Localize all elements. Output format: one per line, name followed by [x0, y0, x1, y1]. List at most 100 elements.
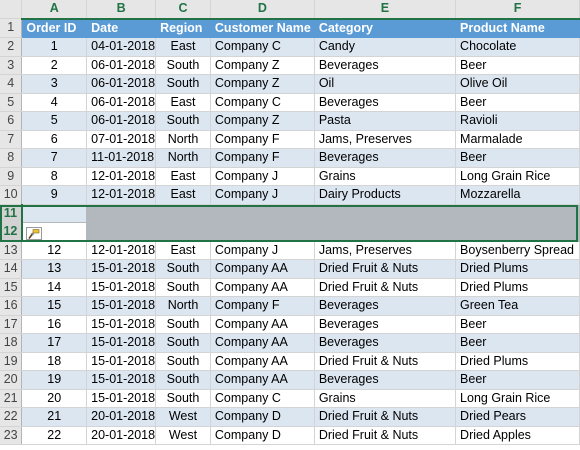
- cell-customer-name[interactable]: Company D: [210, 407, 315, 427]
- cell-product-name[interactable]: Boysenberry Spread: [455, 241, 580, 260]
- cell-product-name[interactable]: Beer: [455, 56, 580, 75]
- cell-order-id[interactable]: 22: [21, 426, 88, 445]
- cell-category[interactable]: Grains: [314, 167, 457, 186]
- cell-date[interactable]: 15-01-2018: [86, 389, 157, 408]
- cell-order-id[interactable]: 12: [21, 241, 88, 260]
- cell-region[interactable]: North: [155, 296, 211, 316]
- cell-region[interactable]: South: [155, 333, 211, 353]
- cell-category[interactable]: Dried Fruit & Nuts: [314, 259, 457, 279]
- cell-date[interactable]: 15-01-2018: [86, 259, 157, 279]
- cell-date[interactable]: 15-01-2018: [86, 278, 157, 297]
- cell-customer-name[interactable]: Company C: [210, 93, 315, 112]
- cell-date[interactable]: 06-01-2018: [86, 111, 157, 131]
- cell-order-id[interactable]: [21, 204, 88, 223]
- row-header[interactable]: 3: [0, 56, 23, 75]
- cell-date[interactable]: [86, 204, 157, 223]
- cell-customer-name[interactable]: [210, 222, 315, 242]
- cell-order-id[interactable]: 6: [21, 130, 88, 149]
- cell-customer-name[interactable]: Company Z: [210, 74, 315, 94]
- cell-product-name[interactable]: Beer: [455, 315, 580, 334]
- cell-customer-name[interactable]: Company F: [210, 148, 315, 168]
- cell-category[interactable]: Dried Fruit & Nuts: [314, 278, 457, 297]
- cell-region[interactable]: South: [155, 315, 211, 334]
- cell-date[interactable]: 12-01-2018: [86, 241, 157, 260]
- cell-product-name[interactable]: Dried Plums: [455, 278, 580, 297]
- cell-date[interactable]: 15-01-2018: [86, 315, 157, 334]
- cell-order-id[interactable]: 2: [21, 56, 88, 75]
- cell-product-name[interactable]: Olive Oil: [455, 74, 580, 94]
- select-all-corner[interactable]: [0, 0, 23, 19]
- cell-date[interactable]: 15-01-2018: [86, 333, 157, 353]
- column-header-d[interactable]: D: [210, 0, 315, 20]
- cell-customer-name[interactable]: Company J: [210, 185, 315, 205]
- paintbrush-icon[interactable]: [26, 227, 42, 240]
- cell-customer-name[interactable]: Company AA: [210, 333, 315, 353]
- cell-category[interactable]: Beverages: [314, 56, 457, 75]
- cell-customer-name[interactable]: Company J: [210, 241, 315, 260]
- column-header-f[interactable]: F: [455, 0, 580, 20]
- cell-product-name[interactable]: Marmalade: [455, 130, 580, 149]
- cell-order-id[interactable]: 16: [21, 315, 88, 334]
- row-header[interactable]: 6: [0, 111, 23, 131]
- cell-product-name[interactable]: Long Grain Rice: [455, 167, 580, 186]
- cell-category[interactable]: Dried Fruit & Nuts: [314, 407, 457, 427]
- cell-product-name[interactable]: Beer: [455, 148, 580, 168]
- cell-date[interactable]: 11-01-2018: [86, 148, 157, 168]
- cell-region[interactable]: South: [155, 352, 211, 371]
- cell-region[interactable]: South: [155, 278, 211, 297]
- cell-category[interactable]: Candy: [314, 37, 457, 57]
- cell-date[interactable]: 12-01-2018: [86, 167, 157, 186]
- cell-customer-name[interactable]: Company C: [210, 389, 315, 408]
- cell-customer-name[interactable]: Company F: [210, 296, 315, 316]
- row-header[interactable]: 13: [0, 241, 23, 260]
- cell-date[interactable]: 20-01-2018: [86, 407, 157, 427]
- row-header[interactable]: 18: [0, 333, 23, 353]
- header-cell-customer-name[interactable]: Customer Name: [210, 18, 315, 38]
- row-header[interactable]: 15: [0, 278, 23, 297]
- cell-region[interactable]: East: [155, 185, 211, 205]
- cell-region[interactable]: South: [155, 74, 211, 94]
- cell-customer-name[interactable]: Company AA: [210, 315, 315, 334]
- header-cell-date[interactable]: Date: [86, 18, 157, 38]
- cell-category[interactable]: Jams, Preserves: [314, 241, 457, 260]
- cell-product-name[interactable]: Green Tea: [455, 296, 580, 316]
- cell-category[interactable]: Dried Fruit & Nuts: [314, 352, 457, 371]
- cell-region[interactable]: West: [155, 426, 211, 445]
- cell-region[interactable]: South: [155, 259, 211, 279]
- cell-order-id[interactable]: 7: [21, 148, 88, 168]
- column-header-a[interactable]: A: [21, 0, 88, 20]
- cell-product-name[interactable]: Mozzarella: [455, 185, 580, 205]
- cell-customer-name[interactable]: Company AA: [210, 352, 315, 371]
- cell-date[interactable]: 07-01-2018: [86, 130, 157, 149]
- row-header[interactable]: 9: [0, 167, 23, 186]
- cell-date[interactable]: 04-01-2018: [86, 37, 157, 57]
- cell-date[interactable]: 15-01-2018: [86, 296, 157, 316]
- cell-date[interactable]: 15-01-2018: [86, 370, 157, 390]
- cell-product-name[interactable]: Beer: [455, 370, 580, 390]
- row-header[interactable]: 5: [0, 93, 23, 112]
- cell-customer-name[interactable]: Company AA: [210, 259, 315, 279]
- cell-category[interactable]: Dried Fruit & Nuts: [314, 426, 457, 445]
- cell-date[interactable]: 12-01-2018: [86, 185, 157, 205]
- row-header[interactable]: 11: [0, 204, 23, 223]
- cell-region[interactable]: North: [155, 148, 211, 168]
- cell-product-name[interactable]: [455, 222, 580, 242]
- cell-date[interactable]: 06-01-2018: [86, 74, 157, 94]
- cell-product-name[interactable]: Beer: [455, 333, 580, 353]
- cell-customer-name[interactable]: Company AA: [210, 370, 315, 390]
- cell-order-id[interactable]: 5: [21, 111, 88, 131]
- cell-product-name[interactable]: Dried Apples: [455, 426, 580, 445]
- cell-date[interactable]: 06-01-2018: [86, 93, 157, 112]
- cell-region[interactable]: North: [155, 130, 211, 149]
- cell-region[interactable]: [155, 222, 211, 242]
- cell-category[interactable]: Beverages: [314, 148, 457, 168]
- cell-date[interactable]: 15-01-2018: [86, 352, 157, 371]
- row-header[interactable]: 2: [0, 37, 23, 57]
- cell-region[interactable]: South: [155, 389, 211, 408]
- cell-customer-name[interactable]: Company J: [210, 167, 315, 186]
- cell-product-name[interactable]: Chocolate: [455, 37, 580, 57]
- cell-region[interactable]: East: [155, 93, 211, 112]
- cell-product-name[interactable]: Dried Plums: [455, 352, 580, 371]
- row-header[interactable]: 4: [0, 74, 23, 94]
- row-header[interactable]: 17: [0, 315, 23, 334]
